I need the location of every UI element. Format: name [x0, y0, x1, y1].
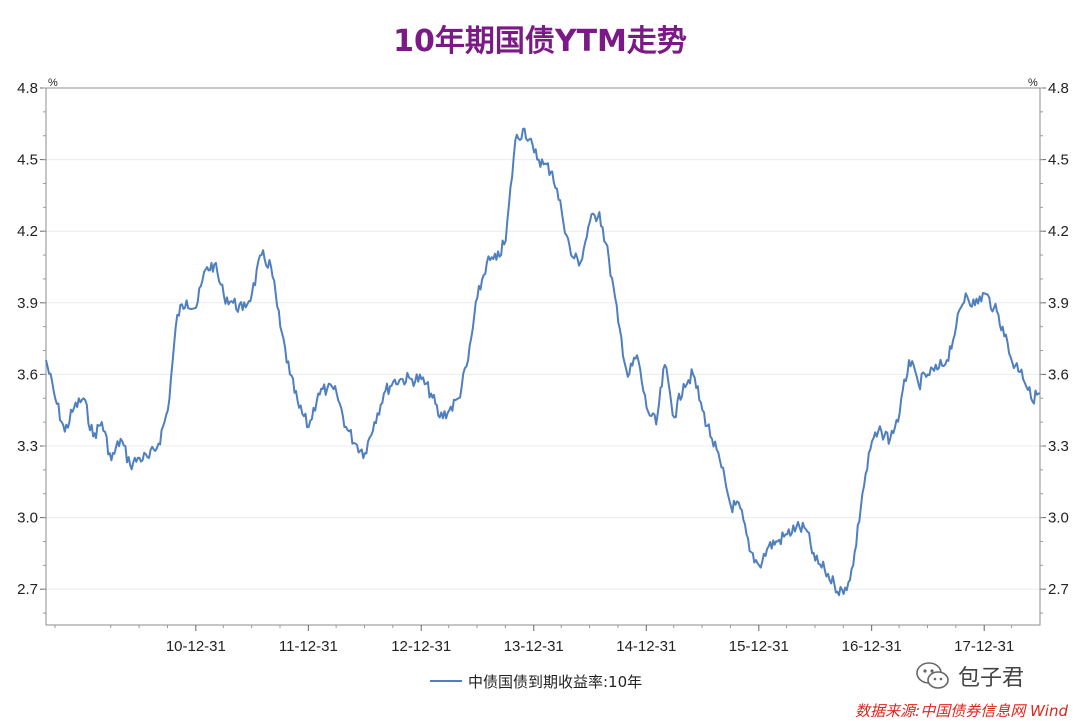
x-tick-label: 14-12-31	[616, 638, 676, 655]
axes: 4.8 4.8 4.5 4.5 4.2 4.2 3.9 3.9 3.6 3.6 3.3 3.3 3.0 3…	[17, 80, 1069, 655]
source-note: 数据来源:中国债券信息网 Wind	[855, 702, 1068, 720]
y-tick-label-left: 3.0	[17, 510, 38, 527]
legend-label: 中债国债到期收益率:10年	[468, 672, 643, 691]
legend-swatch	[430, 680, 462, 682]
legend: 中债国债到期收益率:10年	[430, 670, 642, 692]
y-tick-label-right: 3.3	[1048, 438, 1069, 455]
watermark-text: 包子君	[958, 666, 1025, 691]
x-tick-label: 11-12-31	[279, 638, 338, 655]
y-tick-label-right: 4.2	[1048, 223, 1069, 240]
y-tick-label-left: 2.7	[17, 581, 38, 598]
x-tick-label: 13-12-31	[504, 638, 564, 655]
y-tick-label-right: 2.7	[1048, 581, 1069, 598]
y-tick-label-right: 4.5	[1048, 152, 1069, 169]
y-tick-label-right: 3.6	[1048, 366, 1069, 383]
series-line-10y-yield	[45, 127, 1040, 597]
x-tick-label: 17-12-31	[954, 638, 1014, 655]
plot-frame	[45, 87, 1041, 626]
y-tick-label-left: 3.6	[17, 366, 38, 383]
y-tick-label-right: 3.0	[1048, 510, 1069, 527]
x-tick-label: 16-12-31	[842, 638, 902, 655]
y-tick-label-left: 4.2	[17, 223, 38, 240]
y-tick-label-left: 3.3	[17, 438, 38, 455]
x-tick-label: 10-12-31	[166, 638, 226, 655]
y-unit-right: %	[1028, 77, 1038, 89]
y-tick-label-left: 4.8	[17, 80, 38, 97]
y-tick-label-left: 4.5	[17, 152, 38, 169]
y-tick-label-right: 4.8	[1048, 80, 1069, 97]
chart-title: 10年期国债YTM走势	[393, 24, 687, 59]
y-tick-label-right: 3.9	[1048, 295, 1069, 312]
wechat-icon	[916, 662, 949, 689]
watermark: 包子君	[916, 660, 1024, 692]
y-unit-left: %	[48, 77, 58, 89]
x-tick-label: 15-12-31	[729, 638, 789, 655]
y-tick-label-left: 3.9	[17, 295, 38, 312]
x-tick-label: 12-12-31	[391, 638, 451, 655]
